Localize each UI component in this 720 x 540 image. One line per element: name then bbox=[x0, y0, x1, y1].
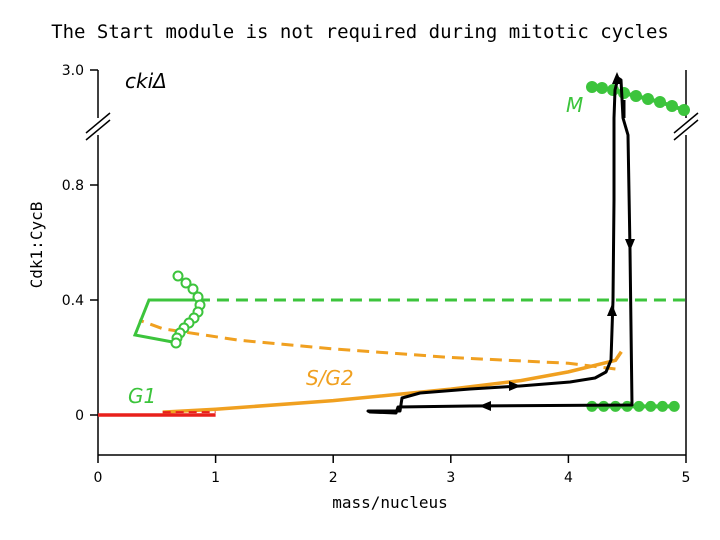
y-tick-label-break: 3.0 bbox=[62, 63, 84, 79]
y-ticks: 0 0.4 0.8 bbox=[62, 178, 98, 424]
series-trajectory bbox=[366, 76, 634, 415]
arrowhead bbox=[625, 239, 635, 251]
m-high-point bbox=[586, 81, 598, 93]
g2-low-point bbox=[668, 400, 680, 412]
axis-break-right-2 bbox=[673, 119, 699, 141]
series-layer bbox=[98, 72, 690, 417]
trajectory-arrow bbox=[607, 304, 617, 316]
m-unstable-point bbox=[170, 337, 182, 349]
arrowhead bbox=[509, 381, 521, 391]
series-sg2-unstable bbox=[138, 318, 616, 371]
x-tick-label: 3 bbox=[446, 470, 455, 486]
y-axis-label: Cdk1:CycB bbox=[27, 202, 46, 289]
trajectory-arrow bbox=[509, 381, 521, 391]
m-high-point bbox=[678, 104, 690, 116]
x-ticks: 0 1 2 3 4 5 bbox=[94, 455, 691, 486]
x-tick-label: 0 bbox=[94, 470, 103, 486]
m-unstable-point bbox=[172, 270, 184, 282]
series-sg2 bbox=[162, 350, 623, 414]
g1-label: G1 bbox=[128, 384, 156, 408]
x-tick-label: 2 bbox=[329, 470, 338, 486]
axes bbox=[85, 69, 699, 456]
m-unstable-point bbox=[187, 283, 199, 295]
m-high-point bbox=[596, 82, 608, 94]
trajectory-arrow bbox=[625, 239, 635, 251]
m-high-point bbox=[618, 87, 630, 99]
m-high-point bbox=[642, 93, 654, 105]
x-tick-label: 1 bbox=[211, 470, 220, 486]
m-high-point bbox=[666, 100, 678, 112]
x-tick-label: 4 bbox=[564, 470, 573, 486]
g2-low-point bbox=[633, 400, 645, 412]
axis-break-left-2 bbox=[85, 119, 111, 141]
arrowhead bbox=[607, 304, 617, 316]
chart-title: The Start module is not required during … bbox=[51, 21, 669, 43]
m-high-point bbox=[630, 90, 642, 102]
trajectory-arrow bbox=[612, 72, 622, 84]
arrowhead bbox=[612, 72, 622, 84]
x-axis-label: mass/nucleus bbox=[332, 493, 448, 512]
axis-break-right bbox=[673, 112, 699, 134]
arrowhead bbox=[479, 401, 491, 411]
x-tick-label: 5 bbox=[682, 470, 691, 486]
mutant-label: ckiΔ bbox=[125, 69, 167, 93]
y-tick-label: 0.8 bbox=[62, 178, 84, 194]
y-tick-label: 0 bbox=[75, 408, 84, 424]
trajectory-arrow bbox=[479, 401, 491, 411]
m-label: M bbox=[566, 93, 583, 117]
m-high-point bbox=[654, 96, 666, 108]
y-tick-label: 0.4 bbox=[62, 293, 84, 309]
m-unstable-point bbox=[180, 277, 192, 289]
g2-low-point bbox=[656, 400, 668, 412]
sg2-label: S/G2 bbox=[306, 366, 354, 390]
g2-low-point bbox=[645, 400, 657, 412]
series-m-fold bbox=[132, 298, 198, 345]
axis-break-left bbox=[85, 112, 111, 134]
